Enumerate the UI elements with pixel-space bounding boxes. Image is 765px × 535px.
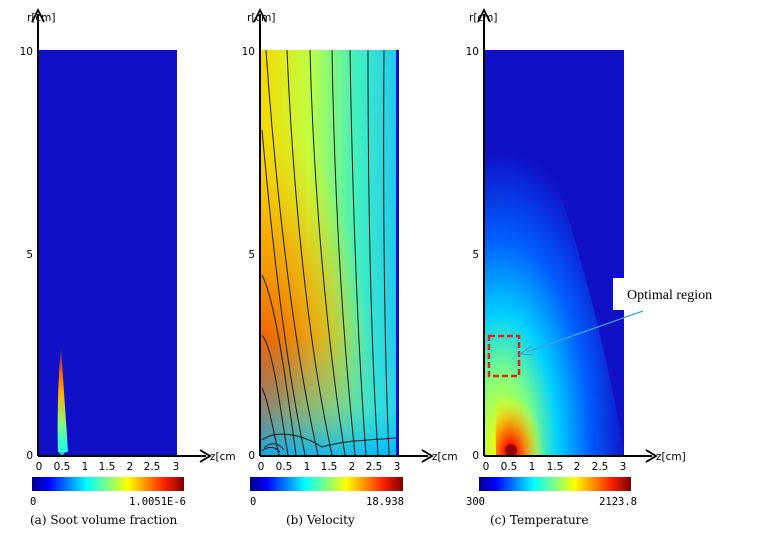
optimal-region-label-box xyxy=(613,278,745,310)
velocity-contour-line xyxy=(261,129,306,456)
velocity-contour-line xyxy=(367,49,379,456)
soot-x-tick: 3 xyxy=(173,461,180,473)
temperature-colorbar xyxy=(479,477,631,491)
velocity-contour-line xyxy=(261,387,280,456)
velocity-x-tick: 2 xyxy=(349,461,356,473)
temperature-axes: r[cm] z[cm] 0 5 10 0 0.5 1 1.5 2 2.5 3 xyxy=(466,7,686,473)
velocity-contour-line xyxy=(261,274,297,456)
soot-x-tick: 0.5 xyxy=(54,461,71,473)
velocity-right-edge xyxy=(396,50,399,455)
velocity-x-axis-label: z[cm xyxy=(432,451,458,463)
temperature-x-tick: 2 xyxy=(574,461,581,473)
temperature-x-arrow-icon xyxy=(645,449,658,463)
soot-x-axis-label: z[cm xyxy=(210,451,236,463)
velocity-contours xyxy=(261,49,397,456)
velocity-x-tick: 2.5 xyxy=(366,461,383,473)
velocity-y-tick: 10 xyxy=(242,46,255,58)
soot-x-arrow-icon xyxy=(199,449,212,463)
optimal-region-arrow-icon xyxy=(518,345,535,356)
soot-axes: r[cm] z[cm 0 5 10 0 0.5 1 1.5 2 2.5 3 xyxy=(20,7,236,473)
velocity-contour-line xyxy=(309,49,346,456)
velocity-colorbar-min: 0 xyxy=(250,496,256,508)
temperature-colorbar-max: 2123.8 xyxy=(599,496,637,508)
soot-colorbar-min: 0 xyxy=(30,496,36,508)
temperature-y-tick: 10 xyxy=(466,46,479,58)
velocity-contour-line xyxy=(265,49,319,456)
velocity-contour-line xyxy=(383,49,390,456)
temperature-panel: Optimal region r[cm] z[cm] 0 5 10 0 0.5 … xyxy=(466,7,745,527)
temperature-x-tick: 1 xyxy=(529,461,536,473)
velocity-x-tick: 0.5 xyxy=(276,461,293,473)
soot-x-tick: 1.5 xyxy=(99,461,116,473)
velocity-x-tick: 0 xyxy=(258,461,265,473)
velocity-y-tick: 5 xyxy=(248,249,255,261)
soot-colorbar-max: 1.0051E-6 xyxy=(129,496,186,508)
temperature-flame-base xyxy=(505,444,517,456)
temperature-y-axis-label: r[cm] xyxy=(469,12,498,24)
temperature-caption: (c) Temperature xyxy=(490,513,589,527)
velocity-x-tick: 1.5 xyxy=(321,461,338,473)
velocity-x-arrow-icon xyxy=(421,449,434,463)
temperature-x-tick: 0.5 xyxy=(501,461,518,473)
temperature-x-tick: 3 xyxy=(620,461,627,473)
soot-x-tick: 0 xyxy=(36,461,43,473)
velocity-panel: r[cm] z[cm 0 5 10 0 0.5 1 1.5 2 2.5 3 0 … xyxy=(242,7,458,527)
temperature-x-tick: 0 xyxy=(483,461,490,473)
temperature-y-arrow-icon xyxy=(477,7,491,23)
optimal-region-label: Optimal region xyxy=(627,288,712,303)
soot-colorbar xyxy=(32,477,184,491)
soot-x-tick: 2.5 xyxy=(144,461,161,473)
soot-y-tick: 5 xyxy=(26,249,33,261)
velocity-y-axis-label: r[cm] xyxy=(247,12,276,24)
velocity-axes: r[cm] z[cm 0 5 10 0 0.5 1 1.5 2 2.5 3 xyxy=(242,7,458,473)
temperature-colorbar-min: 300 xyxy=(466,496,485,508)
soot-volume-fraction-panel: r[cm] z[cm 0 5 10 0 0.5 1 1.5 2 2.5 3 0 … xyxy=(20,7,236,527)
temperature-y-tick: 0 xyxy=(472,450,479,462)
velocity-contour-line xyxy=(263,443,285,451)
velocity-y-tick: 0 xyxy=(248,450,255,462)
soot-plume xyxy=(57,345,68,452)
temperature-flame-core xyxy=(495,320,570,455)
velocity-contour-line xyxy=(261,334,289,456)
velocity-y-arrow-icon xyxy=(253,7,267,23)
velocity-x-tick: 1 xyxy=(304,461,311,473)
velocity-contour-line xyxy=(349,49,367,456)
velocity-inlet-region xyxy=(260,50,399,455)
soot-y-arrow-icon xyxy=(31,7,45,23)
soot-y-axis-label: r[cm] xyxy=(27,12,56,24)
velocity-x-tick: 3 xyxy=(394,461,401,473)
temperature-x-tick: 2.5 xyxy=(592,461,609,473)
soot-x-tick: 1 xyxy=(82,461,89,473)
velocity-colorbar-max: 18.938 xyxy=(366,496,404,508)
velocity-contour-line xyxy=(331,49,356,456)
soot-caption: (a) Soot volume fraction xyxy=(30,513,177,527)
optimal-region-arrow-line xyxy=(526,310,644,353)
velocity-contour-line xyxy=(261,446,281,453)
velocity-caption: (b) Velocity xyxy=(286,513,355,527)
velocity-contour-line xyxy=(261,433,397,448)
velocity-contour-line xyxy=(286,49,333,456)
soot-y-tick: 0 xyxy=(26,450,33,462)
optimal-region-box xyxy=(487,334,521,378)
soot-y-tick: 10 xyxy=(20,46,33,58)
temperature-y-tick: 5 xyxy=(472,249,479,261)
velocity-colorbar xyxy=(250,477,403,491)
temperature-x-tick: 1.5 xyxy=(547,461,564,473)
soot-base xyxy=(58,439,66,455)
soot-x-tick: 2 xyxy=(127,461,134,473)
temperature-x-axis-label: z[cm] xyxy=(656,451,686,463)
